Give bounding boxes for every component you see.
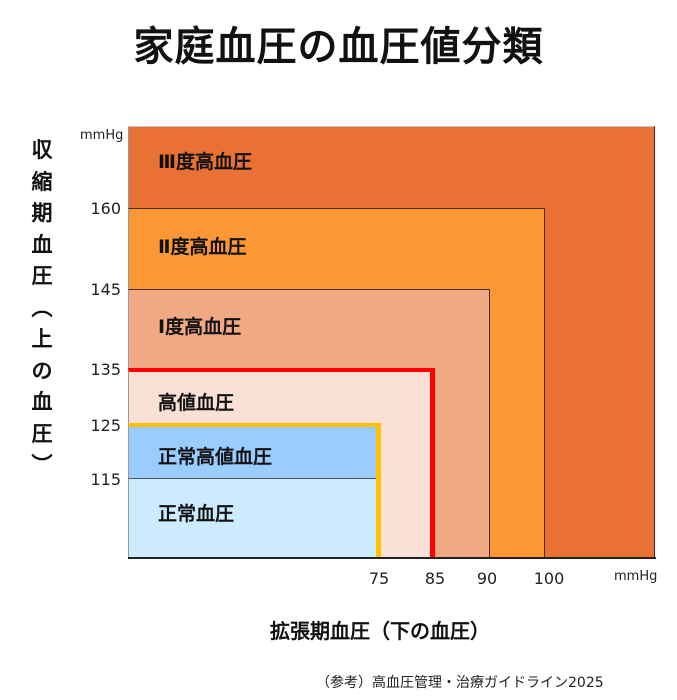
y-axis-label-char: 収 — [31, 138, 53, 162]
y-tick-125: 125 — [90, 416, 121, 435]
zone-label: 正常血圧 — [158, 503, 235, 525]
zone-label: 正常高値血圧 — [158, 446, 273, 468]
y-tick-115: 115 — [90, 470, 121, 489]
y-axis-label-char: ︵ — [31, 295, 53, 320]
y-axis-label: 収 縮 期 血 圧 ︵ 上 の 血 圧 ︶ — [27, 135, 57, 482]
zone-normal-bp: 正常血圧 — [128, 478, 376, 558]
x-tick-90: 90 — [476, 569, 498, 588]
x-tick-85: 85 — [424, 569, 446, 588]
x-tick-75: 75 — [368, 569, 390, 588]
x-axis-label: 拡張期血圧（下の血圧） — [270, 619, 490, 643]
zone-label: 高値血圧 — [158, 392, 235, 414]
classification-chart: Ⅲ度高血圧 Ⅱ度高血圧 Ⅰ度高血圧 高値血圧 正常高値血圧 正常血圧 — [128, 126, 656, 559]
x-tick-100: 100 — [533, 569, 565, 588]
zone-label: Ⅲ度高血圧 — [158, 151, 252, 173]
x-axis-unit: mmHg — [614, 569, 658, 584]
zone-label: Ⅱ度高血圧 — [158, 236, 247, 258]
y-axis-label-char: 上 — [31, 327, 53, 351]
y-axis-label-char: 縮 — [31, 169, 53, 194]
source-note: （参考）高血圧管理・治療ガイドライン2025 — [316, 675, 604, 691]
y-tick-160: 160 — [90, 199, 121, 218]
y-axis-unit: mmHg — [80, 128, 124, 143]
y-axis-label-char: 圧 — [31, 264, 53, 288]
y-axis-label-char: 圧 — [31, 421, 53, 446]
zone-label: Ⅰ度高血圧 — [158, 316, 242, 338]
page-title: 家庭血圧の血圧値分類 — [133, 24, 544, 70]
y-tick-135: 135 — [90, 360, 121, 379]
y-axis-label-char: 血 — [31, 390, 53, 414]
y-axis-label-char: ︶ — [31, 453, 53, 477]
y-axis-label-char: 血 — [31, 232, 53, 257]
y-axis-label-char: 期 — [31, 201, 53, 225]
y-tick-145: 145 — [90, 280, 121, 299]
x-axis-line — [128, 557, 656, 559]
y-axis-label-char: の — [31, 358, 53, 383]
